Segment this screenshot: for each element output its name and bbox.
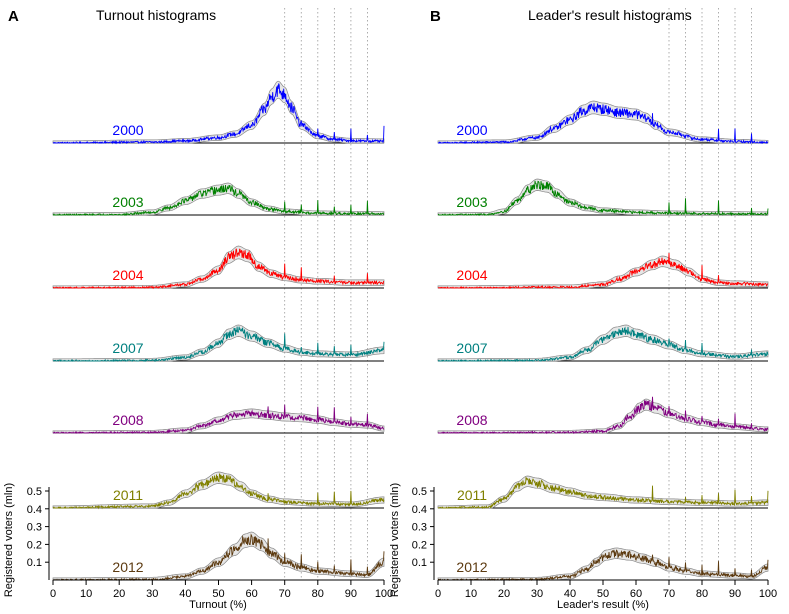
series-label-2007: 2007 [112,340,143,356]
x-tick-label-0: 0 [435,588,441,600]
series-2008: 2008 [52,404,385,434]
panel-b-y-axis-label: Registered voters (mln) [389,483,401,597]
histogram-line-2003 [52,184,385,217]
x-tick-label-80: 80 [312,588,324,600]
y-tick-label-0.2: 0.2 [412,539,427,551]
x-tick-label-40: 40 [564,588,576,600]
panel-b-x-axis-label: Leader's result (%) [557,599,649,611]
series-label-2000: 2000 [112,122,143,138]
panel-a-y-axis-label: Registered voters (mln) [3,483,15,597]
series-label-2011: 2011 [457,487,487,503]
histogram-line-2000 [52,83,385,145]
series-2011: 2011 [52,471,385,510]
histogram-line-2007 [52,326,385,363]
x-tick-label-20: 20 [498,588,510,600]
x-tick-label-50: 50 [597,588,609,600]
panel-b: B Leader's result histograms 20002003200… [389,7,777,611]
x-tick-label-60: 60 [245,588,257,600]
series-2007: 2007 [52,324,385,363]
histogram-line-2004 [52,248,384,290]
panel-b-series: 2000 2003 2004 2007 2008 2011 2012 [437,100,769,582]
y-tick-label-0.4: 0.4 [412,504,427,516]
envelope-2003 [437,178,769,216]
x-tick-label-50: 50 [212,588,224,600]
panel-a-letter: A [8,8,19,25]
histogram-line-2007 [437,326,769,363]
series-label-2000: 2000 [456,122,487,138]
histogram-line-2004 [437,252,769,290]
panel-a-x-axis-label: Turnout (%) [189,599,247,611]
x-tick-label-80: 80 [696,588,708,600]
x-tick-label-90: 90 [729,588,741,600]
envelope-2011 [52,471,385,509]
histogram-line-2008 [437,396,769,435]
series-label-2004: 2004 [456,267,487,283]
envelope-2007 [437,324,769,362]
y-tick-label-0.4: 0.4 [27,504,42,516]
series-label-2008: 2008 [112,412,143,428]
series-label-2003: 2003 [456,194,487,210]
series-2004: 2004 [437,252,769,290]
x-tick-label-100: 100 [375,588,393,600]
series-2004: 2004 [52,245,385,290]
series-label-2012: 2012 [456,559,487,575]
x-tick-label-20: 20 [113,588,125,600]
series-2008: 2008 [437,396,769,435]
x-tick-label-90: 90 [345,588,357,600]
panel-a-title: Turnout histograms [96,7,216,23]
series-label-2007: 2007 [456,340,487,356]
x-tick-label-0: 0 [50,588,56,600]
histogram-line-2000 [437,103,769,145]
y-tick-label-0.3: 0.3 [412,522,427,534]
series-label-2008: 2008 [456,412,487,428]
y-tick-label-0.5: 0.5 [27,486,42,498]
y-tick-label-0.1: 0.1 [412,557,427,569]
histogram-line-2011 [437,476,769,510]
panel-a-axes: 0 10 20 30 40 50 60 70 80 90 100 0.1 0.2 0.3 0.4 0.5 [27,486,393,600]
histogram-line-2012 [52,533,385,582]
x-tick-label-60: 60 [630,588,642,600]
x-tick-label-40: 40 [179,588,191,600]
panel-b-axes: 0 10 20 30 40 50 60 70 80 90 100 0.1 0.2 0.3 0.4 0.5 [412,486,777,600]
series-2011: 2011 [437,475,769,510]
y-tick-label-0.5: 0.5 [412,486,427,498]
series-label-2012: 2012 [112,559,143,575]
series-2003: 2003 [52,182,385,217]
y-tick-label-0.3: 0.3 [27,522,42,534]
x-tick-label-70: 70 [663,588,675,600]
series-2007: 2007 [437,324,769,363]
panel-b-letter: B [430,8,441,25]
series-2000: 2000 [437,100,769,145]
panel-a-series: 2000 2003 2004 2007 2008 2011 2012 [52,80,385,582]
panel-a-reference-lines [284,8,368,580]
y-tick-label-0.1: 0.1 [27,557,42,569]
x-tick-label-10: 10 [80,588,92,600]
panel-a: A Turnout histograms 2000200320042007200… [3,7,393,611]
panel-b-reference-lines [668,8,752,580]
histogram-line-2011 [52,473,385,510]
series-label-2004: 2004 [112,267,143,283]
histogram-line-2008 [52,404,385,434]
x-tick-label-30: 30 [531,588,543,600]
series-2000: 2000 [52,80,385,145]
series-2003: 2003 [437,178,769,217]
x-tick-label-70: 70 [279,588,291,600]
x-tick-label-30: 30 [146,588,158,600]
x-tick-label-100: 100 [759,588,777,600]
histogram-line-2003 [437,180,769,217]
series-label-2003: 2003 [112,194,143,210]
y-tick-label-0.2: 0.2 [27,539,42,551]
series-label-2011: 2011 [113,487,143,503]
x-tick-label-10: 10 [465,588,477,600]
panel-b-title: Leader's result histograms [528,7,692,23]
